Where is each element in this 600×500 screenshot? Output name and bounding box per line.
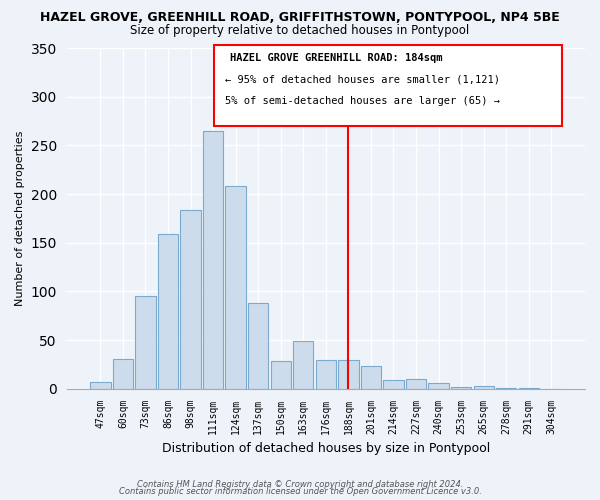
Bar <box>158 234 178 388</box>
Y-axis label: Number of detached properties: Number of detached properties <box>15 130 25 306</box>
Bar <box>226 186 246 388</box>
Bar <box>406 379 426 388</box>
Text: 5% of semi-detached houses are larger (65) →: 5% of semi-detached houses are larger (6… <box>225 96 500 106</box>
Text: HAZEL GROVE, GREENHILL ROAD, GRIFFITHSTOWN, PONTYPOOL, NP4 5BE: HAZEL GROVE, GREENHILL ROAD, GRIFFITHSTO… <box>40 11 560 24</box>
Bar <box>428 383 449 388</box>
Bar <box>316 360 336 388</box>
Text: HAZEL GROVE GREENHILL ROAD: 184sqm: HAZEL GROVE GREENHILL ROAD: 184sqm <box>230 53 442 63</box>
Bar <box>203 130 223 388</box>
Text: Contains HM Land Registry data © Crown copyright and database right 2024.: Contains HM Land Registry data © Crown c… <box>137 480 463 489</box>
Bar <box>293 341 313 388</box>
Bar <box>248 303 268 388</box>
Text: ← 95% of detached houses are smaller (1,121): ← 95% of detached houses are smaller (1,… <box>225 74 500 85</box>
Text: Contains public sector information licensed under the Open Government Licence v3: Contains public sector information licen… <box>119 487 481 496</box>
Text: Size of property relative to detached houses in Pontypool: Size of property relative to detached ho… <box>130 24 470 37</box>
FancyBboxPatch shape <box>214 44 562 126</box>
Bar <box>451 386 471 388</box>
Bar <box>136 296 155 388</box>
Bar <box>271 362 291 388</box>
Bar <box>181 210 200 388</box>
Bar <box>113 358 133 388</box>
Bar <box>383 380 404 388</box>
Bar <box>473 386 494 388</box>
Bar <box>338 360 359 388</box>
X-axis label: Distribution of detached houses by size in Pontypool: Distribution of detached houses by size … <box>162 442 490 455</box>
Bar <box>90 382 110 388</box>
Bar <box>361 366 381 388</box>
